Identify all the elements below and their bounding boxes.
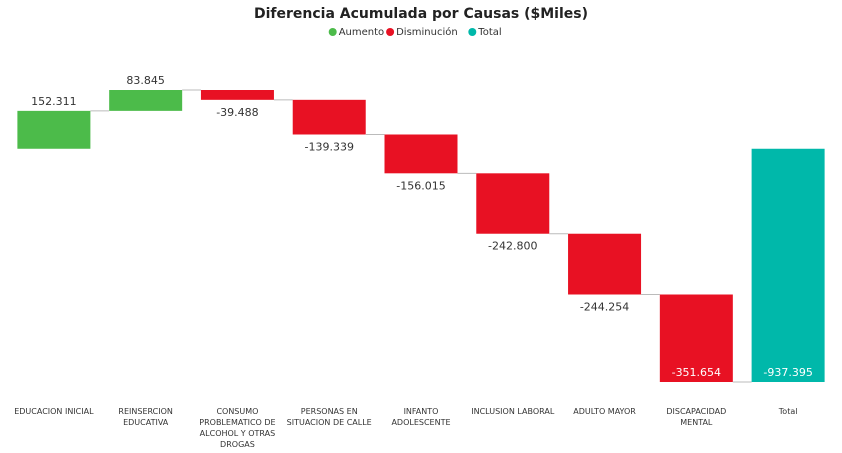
x-tick-label: Total: [778, 407, 798, 416]
bar: [200, 90, 274, 100]
bar: [659, 294, 733, 382]
x-tick-label: PERSONAS EN SITUACION DE CALLE: [286, 407, 372, 427]
bar: [751, 148, 825, 382]
legend-marker: [328, 28, 337, 36]
x-tick-label: CONSUMO PROBLEMATICO DE ALCOHOL Y OTRAS …: [199, 407, 276, 449]
data-label: 83.845: [126, 74, 165, 87]
x-tick-label: ADULTO MAYOR: [573, 407, 636, 416]
chart-title: Diferencia Acumulada por Causas ($Miles): [254, 6, 588, 22]
data-label: -351.654: [672, 366, 721, 379]
legend-marker: [468, 28, 477, 36]
x-tick-label: EDUCACION INICIAL: [14, 407, 94, 416]
legend-label: Aumento: [339, 27, 384, 38]
bar: [292, 99, 366, 135]
legend-label: Disminución: [396, 26, 458, 38]
data-label: -242.800: [488, 240, 537, 253]
x-tick-label: REINSERCION EDUCATIVA: [118, 407, 173, 427]
data-label: -156.015: [396, 179, 445, 192]
legend-marker: [386, 28, 395, 36]
bar: [476, 173, 550, 234]
data-label: 152.311: [31, 95, 77, 108]
bar: [17, 110, 91, 149]
bar: [109, 90, 183, 111]
x-tick-label: INCLUSION LABORAL: [471, 407, 555, 416]
data-label: -937.395: [763, 366, 812, 379]
x-tick-label: INFANTO ADOLESCENTE: [391, 407, 451, 427]
data-label: -39.488: [216, 106, 258, 119]
x-tick-label: DISCAPACIDAD MENTAL: [666, 407, 727, 427]
bar: [568, 233, 642, 295]
data-label: -139.339: [304, 140, 353, 153]
bar: [384, 134, 458, 174]
data-label: -244.254: [580, 301, 629, 314]
legend-label: Total: [477, 27, 501, 38]
